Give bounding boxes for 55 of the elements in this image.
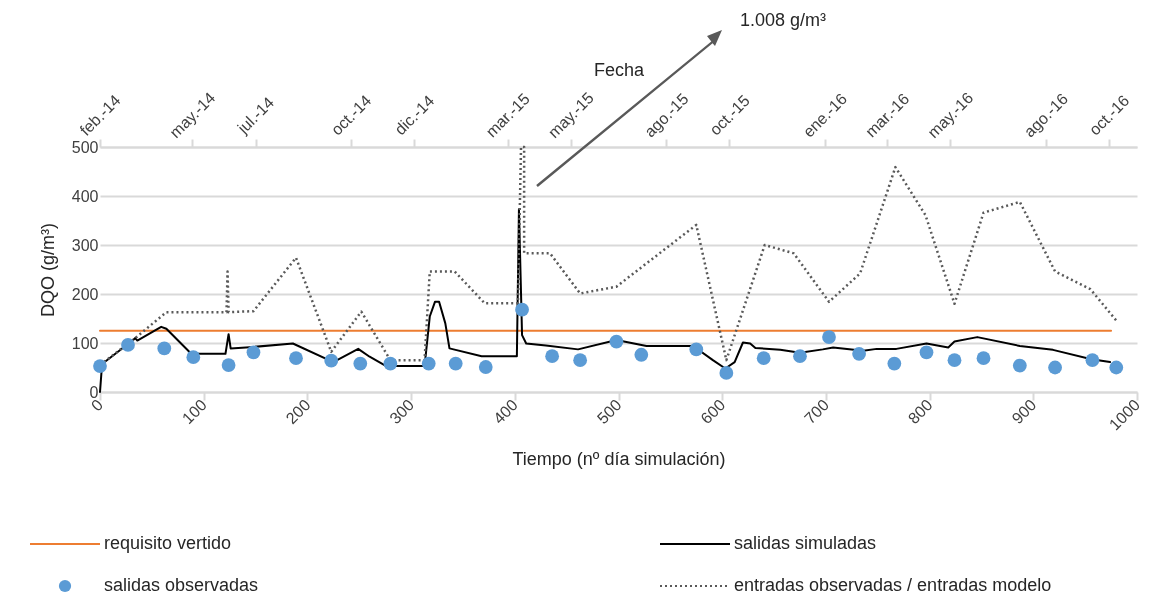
point [383,356,398,371]
x-tick-label: 700 [801,396,833,428]
text: 1.008 g/m³ [740,10,827,31]
point [976,351,991,366]
point [793,349,807,364]
y-axis-title: DQO (g/m³) [37,223,58,317]
point [353,356,368,371]
legend-label: requisito vertido [104,533,232,553]
point [852,346,866,361]
y-tick-label: 300 [71,236,99,254]
point [887,356,902,371]
legend-label: salidas simuladas [734,533,877,553]
y-tick-label: 0 [89,383,99,401]
legend-label: entradas observadas / entradas modelo [734,575,1052,595]
x-tick-label: 600 [697,396,729,428]
point [448,356,463,371]
point [947,353,962,368]
point [221,358,236,372]
x-axis-title: Tiempo (nº día simulación) [512,449,726,470]
point [324,353,339,368]
point [1109,360,1124,375]
point [634,347,649,362]
point [573,353,588,368]
point [1048,360,1062,375]
point [1012,358,1027,373]
point [186,350,201,365]
y-tick-label: 100 [71,334,99,352]
point [545,349,560,364]
point [421,356,436,371]
point [822,330,836,344]
x-tick-label: 500 [593,396,625,428]
x-tick-label: 300 [386,396,418,428]
point [157,341,172,356]
point [93,359,107,373]
point [689,342,704,357]
y-tick-label: 400 [71,187,99,205]
point [515,302,529,317]
x2-axis-title: Fecha [593,59,645,80]
y-tick-label: 200 [71,285,99,303]
point [756,351,771,366]
x-tick-label: 800 [904,396,936,428]
point [919,345,934,360]
point [121,338,135,352]
x-tick-label: 900 [1008,396,1040,428]
legend-label: salidas observadas [104,575,259,595]
point [246,345,261,360]
point [1085,353,1100,368]
point [289,351,303,366]
x-tick-label: 200 [282,396,314,428]
point [609,334,624,349]
x-tick-label: 100 [178,396,210,428]
y-tick-label: 500 [71,138,99,156]
point [719,366,734,380]
point [478,360,493,374]
x-tick-label: 400 [490,396,522,428]
